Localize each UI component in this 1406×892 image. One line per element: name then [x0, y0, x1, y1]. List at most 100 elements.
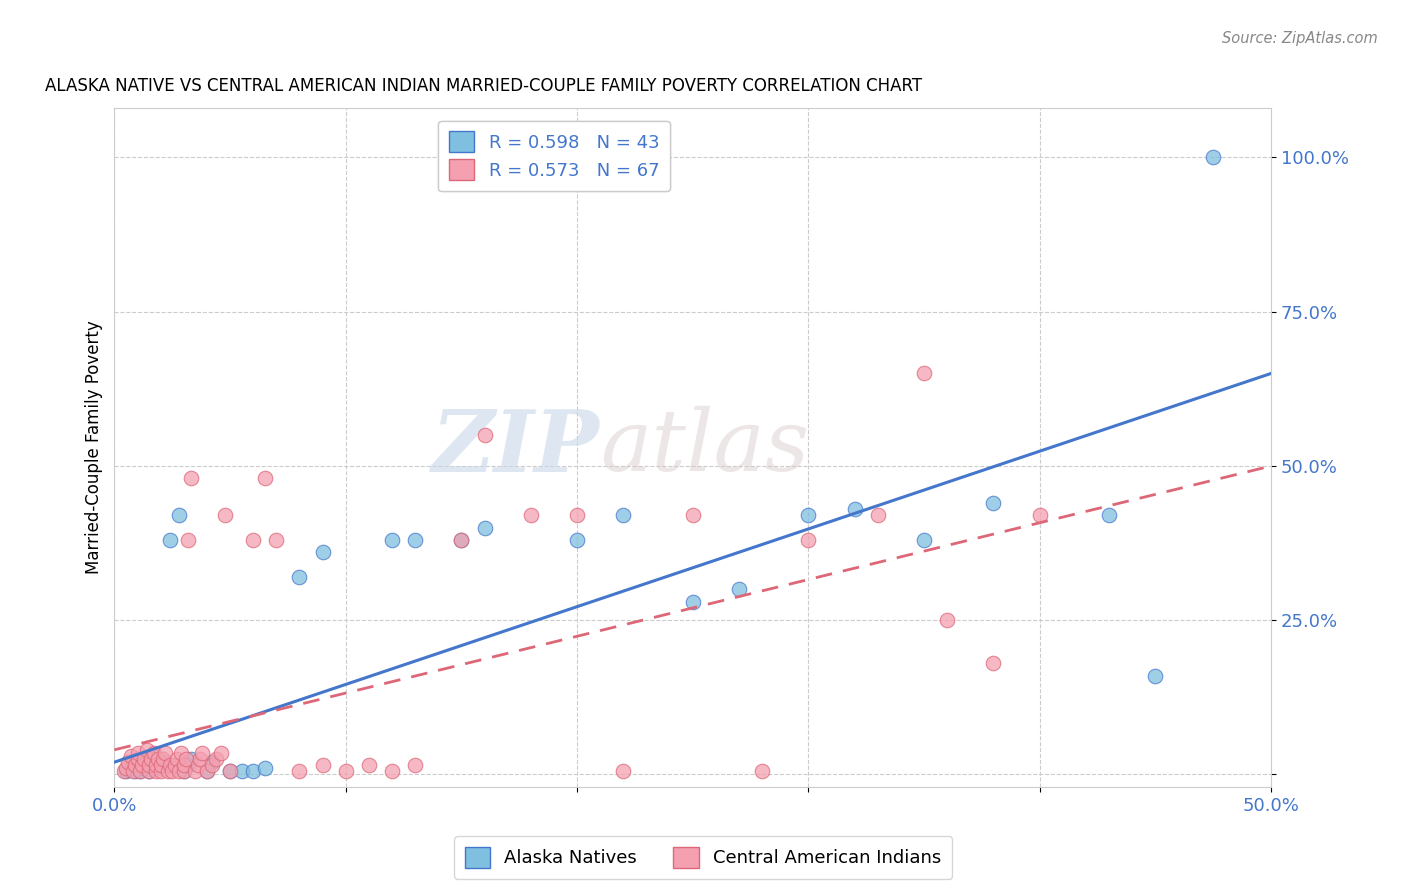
Point	[159, 533, 181, 547]
Point	[381, 533, 404, 547]
Point	[474, 521, 496, 535]
Point	[131, 755, 153, 769]
Point	[288, 570, 311, 584]
Point	[682, 595, 704, 609]
Point	[149, 758, 172, 772]
Point	[866, 508, 889, 523]
Point	[159, 758, 181, 772]
Point	[163, 758, 186, 772]
Point	[128, 764, 150, 779]
Point	[381, 764, 404, 779]
Point	[1098, 508, 1121, 523]
Point	[120, 749, 142, 764]
Point	[177, 533, 200, 547]
Point	[173, 758, 195, 772]
Point	[170, 746, 193, 760]
Point	[173, 764, 195, 779]
Point	[311, 758, 333, 772]
Point	[195, 764, 218, 779]
Point	[242, 533, 264, 547]
Legend: Alaska Natives, Central American Indians: Alaska Natives, Central American Indians	[454, 836, 952, 879]
Point	[138, 764, 160, 779]
Point	[612, 508, 634, 523]
Point	[127, 758, 149, 772]
Point	[728, 582, 751, 597]
Point	[124, 758, 146, 772]
Point	[155, 746, 177, 760]
Point	[253, 471, 276, 485]
Point	[311, 545, 333, 559]
Point	[188, 752, 211, 766]
Point	[112, 764, 135, 779]
Point	[797, 533, 820, 547]
Point	[219, 764, 242, 779]
Point	[231, 764, 253, 779]
Point	[565, 508, 588, 523]
Point	[127, 746, 149, 760]
Point	[219, 764, 242, 779]
Point	[177, 758, 200, 772]
Point	[253, 761, 276, 775]
Point	[155, 755, 177, 769]
Point	[1202, 151, 1225, 165]
Point	[148, 752, 170, 766]
Point	[474, 428, 496, 442]
Point	[1029, 508, 1052, 523]
Point	[187, 758, 209, 772]
Point	[145, 758, 167, 772]
Point	[450, 533, 472, 547]
Point	[983, 496, 1005, 510]
Point	[128, 764, 150, 779]
Point	[242, 764, 264, 779]
Point	[180, 752, 202, 766]
Point	[266, 533, 288, 547]
Text: atlas: atlas	[600, 406, 810, 489]
Point	[117, 755, 139, 769]
Point	[200, 755, 222, 769]
Point	[450, 533, 472, 547]
Point	[184, 764, 207, 779]
Point	[565, 533, 588, 547]
Point	[612, 764, 634, 779]
Legend: R = 0.598   N = 43, R = 0.573   N = 67: R = 0.598 N = 43, R = 0.573 N = 67	[437, 120, 669, 191]
Point	[131, 758, 153, 772]
Point	[145, 761, 167, 775]
Point	[115, 764, 138, 779]
Point	[138, 752, 160, 766]
Point	[156, 764, 179, 779]
Point	[120, 761, 142, 775]
Point	[167, 764, 190, 779]
Point	[520, 508, 543, 523]
Point	[357, 758, 380, 772]
Point	[404, 533, 426, 547]
Text: ZIP: ZIP	[432, 406, 600, 489]
Point	[180, 471, 202, 485]
Point	[167, 508, 190, 523]
Y-axis label: Married-Couple Family Poverty: Married-Couple Family Poverty	[86, 320, 103, 574]
Point	[404, 758, 426, 772]
Point	[983, 657, 1005, 671]
Point	[127, 752, 149, 766]
Point	[200, 758, 222, 772]
Text: ALASKA NATIVE VS CENTRAL AMERICAN INDIAN MARRIED-COUPLE FAMILY POVERTY CORRELATI: ALASKA NATIVE VS CENTRAL AMERICAN INDIAN…	[45, 78, 922, 95]
Point	[797, 508, 820, 523]
Point	[173, 764, 195, 779]
Point	[682, 508, 704, 523]
Point	[1144, 669, 1167, 683]
Point	[122, 755, 145, 769]
Point	[205, 752, 228, 766]
Point	[912, 367, 935, 381]
Point	[191, 746, 214, 760]
Point	[844, 502, 866, 516]
Point	[145, 764, 167, 779]
Point	[288, 764, 311, 779]
Point	[751, 764, 773, 779]
Point	[134, 752, 156, 766]
Point	[174, 752, 197, 766]
Point	[141, 752, 163, 766]
Point	[115, 761, 138, 775]
Point	[936, 613, 959, 627]
Point	[142, 749, 165, 764]
Point	[912, 533, 935, 547]
Point	[122, 764, 145, 779]
